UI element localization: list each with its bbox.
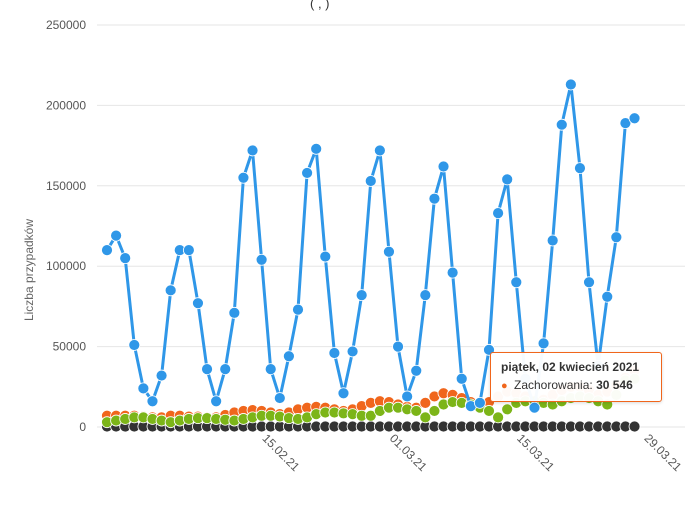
data-point[interactable] <box>546 234 559 247</box>
data-point[interactable] <box>364 175 377 187</box>
data-point[interactable] <box>510 276 523 289</box>
y-axis-title: Liczba przypadków <box>22 219 36 321</box>
data-point[interactable] <box>455 372 468 385</box>
data-point[interactable] <box>428 192 441 205</box>
x-tick-label: 01.03.21 <box>387 431 430 474</box>
data-point[interactable] <box>628 112 641 125</box>
data-point[interactable] <box>264 363 277 376</box>
data-point[interactable] <box>319 250 332 263</box>
data-point[interactable] <box>328 347 341 359</box>
data-point[interactable] <box>492 207 504 220</box>
data-point[interactable] <box>383 245 395 258</box>
data-point[interactable] <box>410 405 423 417</box>
data-point[interactable] <box>192 297 204 310</box>
data-point[interactable] <box>101 244 113 257</box>
x-axis-ticks: 15.02.21 01.03.21 15.03.21 29.03.21 <box>259 431 684 474</box>
data-point[interactable] <box>401 390 414 403</box>
data-point[interactable] <box>483 405 495 417</box>
data-point[interactable] <box>419 411 432 424</box>
data-point[interactable] <box>583 276 595 289</box>
chart-title-partial: ( , ) <box>310 0 330 11</box>
data-point[interactable] <box>273 392 286 404</box>
data-point[interactable] <box>355 289 368 302</box>
data-point[interactable] <box>119 252 132 265</box>
data-point[interactable] <box>219 363 232 376</box>
series-layer <box>101 78 641 433</box>
data-point[interactable] <box>419 396 432 409</box>
data-point[interactable] <box>574 162 586 175</box>
data-point[interactable] <box>619 117 632 129</box>
y-axis-ticks: 0 50000 100000 150000 200000 250000 <box>46 18 86 434</box>
data-point[interactable] <box>283 350 295 363</box>
data-point[interactable] <box>564 78 577 91</box>
tooltip: piątek, 02 kwiecień 2021 ● Zachorowania:… <box>490 352 662 402</box>
data-point[interactable] <box>373 144 386 157</box>
data-point[interactable] <box>237 171 250 184</box>
y-tick-label: 150000 <box>46 179 86 193</box>
y-tick-label: 250000 <box>46 18 86 32</box>
data-point[interactable] <box>555 118 568 131</box>
tooltip-series-dot-icon: ● <box>501 380 508 392</box>
y-tick-label: 0 <box>79 420 86 434</box>
data-point[interactable] <box>155 369 168 382</box>
data-point[interactable] <box>501 173 514 186</box>
y-tick-label: 200000 <box>46 98 86 112</box>
data-point[interactable] <box>419 289 432 302</box>
data-point[interactable] <box>246 144 259 157</box>
tooltip-row: ● Zachorowania: 30 546 <box>501 378 651 392</box>
tooltip-date: piątek, 02 kwiecień 2021 <box>501 360 640 374</box>
data-point[interactable] <box>137 382 150 395</box>
data-point[interactable] <box>128 339 141 351</box>
data-point[interactable] <box>164 284 177 297</box>
data-point[interactable] <box>201 363 213 376</box>
data-point[interactable] <box>610 231 623 244</box>
data-point[interactable] <box>501 403 514 416</box>
y-tick-label: 100000 <box>46 259 86 273</box>
data-point[interactable] <box>437 160 450 173</box>
data-point[interactable] <box>492 411 504 424</box>
x-tick-label: 15.03.21 <box>514 431 557 474</box>
data-point[interactable] <box>428 405 441 417</box>
data-point[interactable] <box>210 395 223 408</box>
data-point[interactable] <box>392 340 404 353</box>
y-tick-label: 50000 <box>53 340 87 354</box>
data-point[interactable] <box>182 244 195 257</box>
series-0 <box>101 78 641 414</box>
data-point[interactable] <box>146 395 159 408</box>
data-point[interactable] <box>337 387 350 400</box>
x-tick-label: 15.02.21 <box>259 431 302 474</box>
data-point[interactable] <box>528 401 541 414</box>
data-point[interactable] <box>364 409 377 422</box>
tooltip-value: 30 546 <box>596 378 633 392</box>
data-point[interactable] <box>110 229 122 242</box>
tooltip-series-label: Zachorowania: <box>514 378 593 392</box>
x-tick-label: 29.03.21 <box>641 431 684 474</box>
data-point[interactable] <box>410 364 423 377</box>
data-point[interactable] <box>292 303 304 316</box>
data-point[interactable] <box>601 290 614 303</box>
data-point[interactable] <box>346 345 359 358</box>
data-point[interactable] <box>537 337 550 350</box>
data-point[interactable] <box>301 167 313 179</box>
data-point[interactable] <box>446 266 459 279</box>
data-point[interactable] <box>628 420 641 433</box>
data-point[interactable] <box>255 253 268 266</box>
data-point[interactable] <box>310 142 323 155</box>
data-point[interactable] <box>228 306 241 319</box>
data-point[interactable] <box>474 396 486 409</box>
